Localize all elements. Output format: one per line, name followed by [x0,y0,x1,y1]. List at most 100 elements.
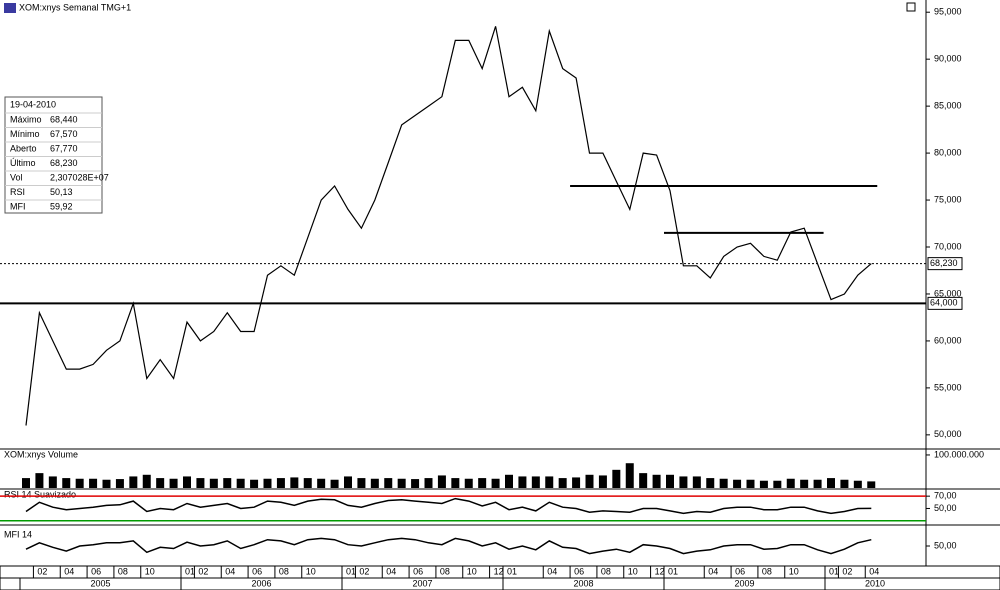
volume-bar [62,478,71,488]
x-tick-label: 04 [64,566,74,576]
y-tick-label: 85,000 [934,101,962,111]
x-tick-label: 01 [668,566,678,576]
info-key: Máximo [10,114,42,124]
volume-bar [840,479,849,488]
volume-bar [572,477,581,488]
volume-bar [505,474,513,488]
volume-bar [625,463,634,488]
volume-bar [263,478,272,488]
x-tick-label: 02 [842,566,852,576]
x-tick-label: 01 [507,566,517,576]
volume-bar [397,478,406,488]
x-tick-label: 04 [225,566,235,576]
x-tick-label: 08 [601,566,611,576]
y-tick-label: 50,00 [934,503,957,513]
volume-bar [129,476,138,488]
info-value: 68,440 [50,114,78,124]
volume-bar [800,479,809,488]
x-tick-label: 10 [145,566,155,576]
volume-bar [531,476,540,488]
x-tick-label: 02 [37,566,47,576]
year-label: 2006 [251,578,271,588]
price-label: 68,230 [930,258,958,268]
volume-bar [639,473,648,488]
volume-bar [491,478,500,488]
x-tick-label: 02 [198,566,208,576]
year-label: 2010 [865,578,885,588]
y-tick-label: 75,000 [934,194,962,204]
volume-bar [867,481,876,488]
info-value: 68,230 [50,158,78,168]
volume-bar [223,478,232,488]
volume-bar [827,478,835,488]
x-tick-label: 02 [359,566,369,576]
volume-bar [196,478,205,488]
maximize-button[interactable] [906,2,916,12]
info-key: MFI [10,201,26,211]
info-key: Mínimo [10,129,40,139]
price-label-box [927,257,963,271]
volume-bar [35,473,44,488]
price-label: 64,000 [930,298,958,308]
y-tick-label: 90,000 [934,54,962,64]
volume-bar [759,480,768,488]
volume-bar [115,479,124,488]
symbol-icon[interactable] [4,3,16,13]
info-box-frame [4,96,103,214]
y-tick-label: 100.000.000 [934,449,984,459]
panel-title: XOM:xnys Volume [4,449,78,459]
info-value: 67,770 [50,143,78,153]
volume-bar [424,478,433,488]
volume-bar [437,475,446,488]
y-tick-label: 70,00 [934,491,957,501]
x-tick-label: 08 [440,566,450,576]
volume-bar [156,478,165,488]
volume-bar [853,480,862,488]
info-date: 19-04-2010 [10,99,56,109]
volume-bar [666,474,674,488]
x-tick-label: 06 [574,566,584,576]
info-key: RSI [10,187,25,197]
y-tick-label: 50,00 [934,540,957,550]
volume-bar [344,476,352,488]
y-tick-label: 55,000 [934,382,962,392]
volume-bar [370,478,379,488]
series-line [25,497,872,515]
volume-bar [384,478,393,488]
volume-bar [102,479,111,488]
volume-bar [813,479,822,488]
volume-bar [692,476,701,488]
x-tick-label: 01 [185,566,195,576]
price-label-box [927,296,963,310]
x-tick-label: 04 [869,566,879,576]
x-tick-label: 01 [346,566,356,576]
volume-bar [464,478,473,488]
volume-bar [679,476,688,488]
volume-bar [236,478,245,488]
volume-bar [773,480,782,488]
volume-bar [411,479,420,488]
volume-bar [357,478,366,488]
x-tick-label: 10 [628,566,638,576]
x-tick-label: 04 [386,566,396,576]
volume-bar [612,469,621,488]
x-tick-label: 08 [118,566,128,576]
volume-bar [89,478,98,488]
x-tick-label: 06 [413,566,423,576]
volume-bar [558,478,567,488]
volume-bar [786,478,795,488]
volume-bar [303,478,312,488]
volume-bar [250,479,259,488]
x-tick-label: 06 [252,566,262,576]
volume-bar [545,476,554,488]
x-tick-label: 12 [655,566,665,576]
info-value: 2,307028E+07 [50,172,109,182]
x-tick-label: 12 [494,566,504,576]
x-tick-label: 08 [762,566,772,576]
x-tick-label: 10 [789,566,799,576]
volume-bar [518,476,527,488]
x-tick-label: 10 [306,566,316,576]
year-label: 2007 [412,578,432,588]
info-key: Último [10,158,36,168]
